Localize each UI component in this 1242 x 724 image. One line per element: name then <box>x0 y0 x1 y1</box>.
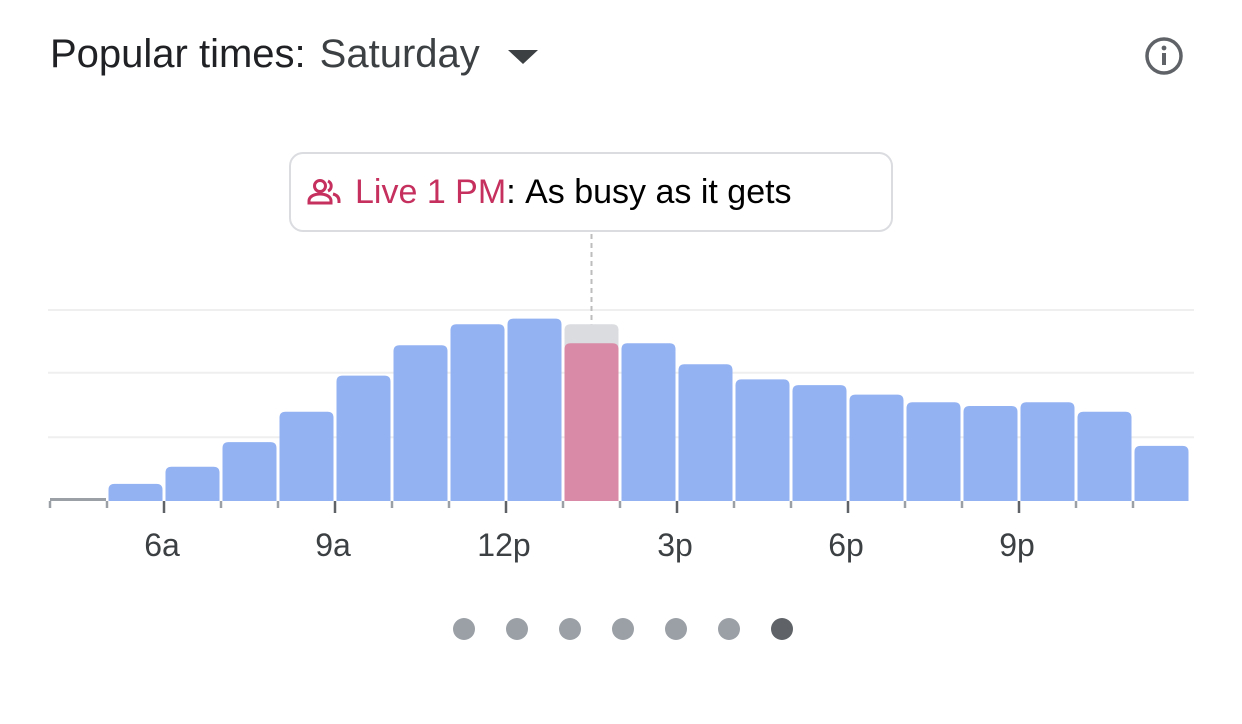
bar-8p <box>963 406 1018 501</box>
x-tick-label: 12p <box>477 527 530 563</box>
bar-4a <box>50 498 106 501</box>
pager-dot[interactable] <box>559 618 581 640</box>
pager-dot[interactable] <box>771 618 793 640</box>
bar-10p <box>1077 411 1132 501</box>
bar-5a <box>108 483 163 501</box>
info-icon[interactable] <box>1144 36 1184 76</box>
bar-2p <box>621 343 676 501</box>
people-icon <box>307 179 341 205</box>
bar-11p <box>1134 445 1189 501</box>
day-pager <box>453 618 793 640</box>
live-bar <box>564 343 619 501</box>
bar-12p <box>507 318 562 501</box>
x-tick-label: 3p <box>657 527 693 563</box>
pager-dot[interactable] <box>453 618 475 640</box>
bar-6a <box>165 466 220 501</box>
pager-dot[interactable] <box>612 618 634 640</box>
x-tick-label: 9p <box>999 527 1035 563</box>
bar-10a <box>393 345 448 501</box>
pager-dot[interactable] <box>506 618 528 640</box>
bar-8a <box>279 411 334 501</box>
bar-6p <box>849 394 904 501</box>
bar-9p <box>1020 402 1075 501</box>
live-separator: : <box>506 172 526 211</box>
bar-3p <box>678 364 733 501</box>
x-tick-label: 6p <box>828 527 864 563</box>
day-selector[interactable]: Popular times: Saturday <box>50 32 538 77</box>
x-tick-label: 6a <box>144 527 180 563</box>
bar-11a <box>450 324 505 501</box>
popular-times-title: Popular times: <box>50 32 306 76</box>
bar-4p <box>735 379 790 501</box>
bar-7a <box>222 442 277 501</box>
live-label: Live 1 PM <box>355 172 507 211</box>
caret-down-icon <box>507 49 538 64</box>
live-status: As busy as it gets <box>525 172 792 211</box>
bar-7p <box>906 402 961 501</box>
pager-dot[interactable] <box>718 618 740 640</box>
bar-5p <box>792 385 847 501</box>
selected-day: Saturday <box>319 32 480 76</box>
live-tooltip: Live 1 PM: As busy as it gets <box>289 152 893 232</box>
x-tick-label: 9a <box>315 527 351 563</box>
pager-dot[interactable] <box>665 618 687 640</box>
bar-9a <box>336 375 391 501</box>
